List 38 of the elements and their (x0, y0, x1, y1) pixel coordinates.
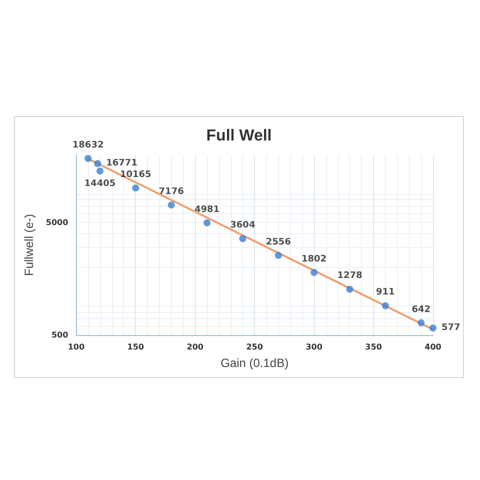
x-tick-label: 400 (424, 342, 442, 352)
data-label: 1802 (302, 254, 327, 264)
x-tick-label: 250 (246, 342, 264, 352)
point (132, 184, 140, 192)
data-label: 10165 (120, 170, 152, 180)
point (418, 319, 425, 326)
point (239, 235, 246, 242)
x-tick-label: 200 (186, 342, 204, 352)
data-label: 18632 (72, 140, 104, 150)
y-tick-label: 500 (51, 330, 69, 340)
point (94, 160, 102, 168)
data-label: 2556 (266, 237, 291, 248)
point (346, 286, 354, 293)
point (204, 219, 211, 226)
point (430, 324, 436, 332)
point (274, 252, 282, 259)
data-label: 7176 (158, 187, 184, 198)
x-tick-label: 350 (365, 342, 382, 352)
data-label: 4981 (194, 204, 220, 215)
point (96, 168, 104, 175)
x-tick-label: 300 (306, 342, 323, 352)
chart-title: Full Well (206, 128, 272, 144)
data-label: 642 (412, 304, 431, 315)
data-label: 3604 (230, 220, 256, 231)
data-label: 14405 (84, 179, 116, 190)
point (168, 202, 175, 209)
y-tick-label: 5000 (46, 218, 69, 228)
x-axis-title: Gain (0.1dB) (220, 356, 289, 370)
x-tick-label: 100 (68, 342, 85, 352)
data-label: 911 (376, 288, 395, 298)
data-label: 577 (442, 323, 460, 334)
point (310, 268, 318, 276)
data-label: 1278 (337, 271, 362, 282)
y-axis-title: Fullwell (e-) (22, 214, 36, 276)
x-tick-label: 150 (127, 342, 144, 352)
point (382, 302, 389, 310)
data-label: 16771 (106, 158, 138, 169)
point (84, 154, 92, 162)
